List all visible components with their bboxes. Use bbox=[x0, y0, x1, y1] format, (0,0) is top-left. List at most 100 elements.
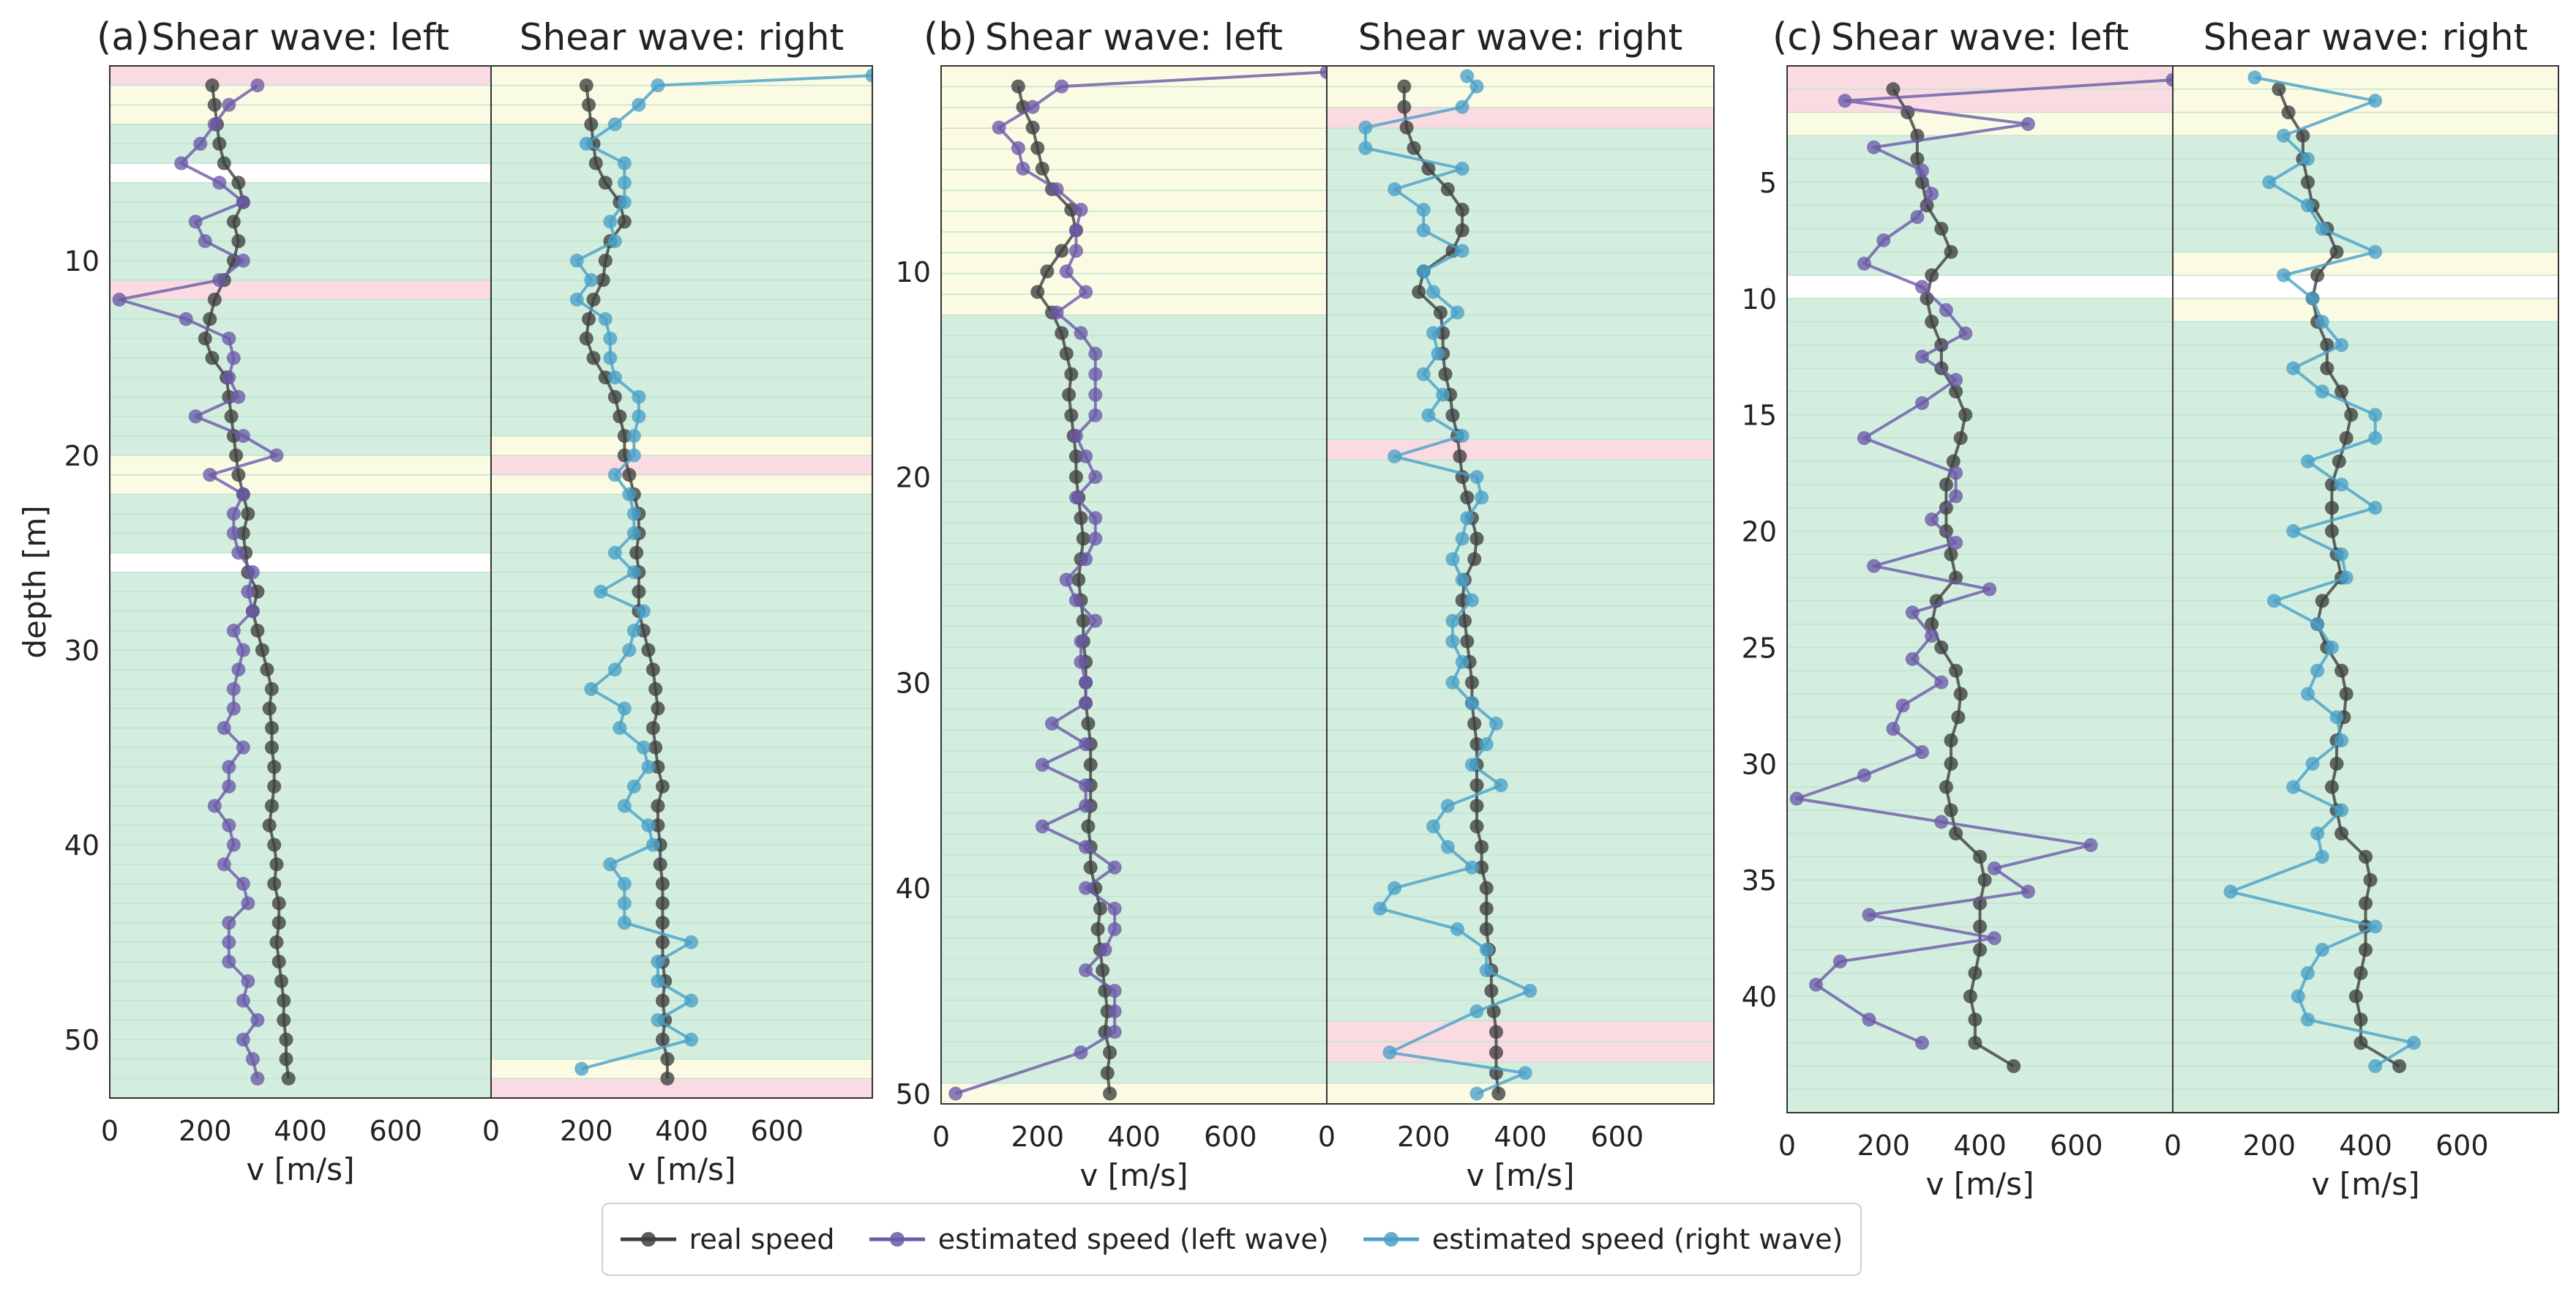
data-point-right bbox=[1479, 942, 1494, 957]
data-point-right bbox=[2315, 221, 2329, 236]
data-point-right bbox=[2286, 524, 2301, 539]
data-point-right bbox=[1436, 387, 1450, 402]
data-point-left bbox=[250, 78, 265, 93]
data-point-real bbox=[651, 818, 665, 833]
data-point-left bbox=[1079, 695, 1093, 710]
data-point-right bbox=[1445, 613, 1460, 628]
data-point-left bbox=[1035, 758, 1049, 772]
depth-band bbox=[941, 730, 1327, 752]
depth-band bbox=[1787, 391, 2173, 416]
depth-band bbox=[110, 942, 491, 963]
x-tick-label: 600 bbox=[2050, 1129, 2103, 1162]
depth-band bbox=[941, 1083, 1327, 1105]
depth-band bbox=[1787, 66, 2173, 90]
data-point-real bbox=[264, 721, 279, 736]
data-point-left bbox=[1088, 346, 1103, 361]
data-point-left bbox=[1074, 634, 1088, 649]
depth-band bbox=[491, 572, 872, 592]
depth-band bbox=[110, 884, 491, 904]
subplot-right: 0 200 400 600 v [m/s] Shear wave: right bbox=[2164, 16, 2559, 1202]
data-point-left bbox=[992, 120, 1006, 135]
data-point-real bbox=[207, 292, 222, 307]
data-point-left bbox=[222, 935, 236, 949]
depth-band bbox=[1327, 938, 1714, 959]
data-point-left bbox=[1987, 861, 2002, 875]
data-point-right bbox=[617, 156, 632, 171]
depth-band bbox=[1327, 169, 1714, 191]
data-point-real bbox=[648, 682, 663, 696]
data-point-right bbox=[594, 584, 608, 599]
data-point-right bbox=[626, 624, 641, 638]
data-point-real bbox=[1093, 901, 1107, 916]
data-point-right bbox=[651, 955, 665, 969]
data-point-left bbox=[1910, 210, 1925, 225]
depth-band bbox=[941, 86, 1327, 108]
depth-band bbox=[491, 650, 872, 671]
data-point-left bbox=[222, 760, 236, 774]
data-point-real bbox=[1968, 1036, 1982, 1050]
legend-item-left: estimated speed (left wave) bbox=[869, 1223, 1329, 1255]
data-point-right bbox=[607, 545, 622, 560]
data-point-right bbox=[1431, 346, 1445, 361]
data-point-left bbox=[226, 701, 241, 716]
data-point-left bbox=[1886, 722, 1901, 736]
depth-band bbox=[1787, 252, 2173, 276]
data-point-right bbox=[2368, 1058, 2383, 1073]
data-point-real bbox=[651, 799, 665, 813]
data-point-right bbox=[651, 1013, 665, 1028]
x-tick-label: 600 bbox=[369, 1115, 422, 1147]
data-point-real bbox=[2392, 1058, 2407, 1073]
depth-band bbox=[1327, 543, 1714, 565]
depth-band bbox=[1787, 438, 2173, 462]
data-point-real bbox=[229, 448, 244, 463]
data-point-right bbox=[684, 993, 699, 1008]
data-point-right bbox=[1416, 203, 1431, 217]
data-point-real bbox=[231, 234, 246, 248]
data-point-right bbox=[2310, 663, 2325, 678]
depth-band bbox=[1327, 522, 1714, 544]
depth-band bbox=[491, 1058, 872, 1079]
data-point-real bbox=[2359, 849, 2373, 864]
data-point-left bbox=[236, 253, 250, 268]
data-point-real bbox=[1475, 840, 1489, 854]
data-point-left bbox=[1867, 559, 1882, 573]
data-point-right bbox=[2300, 687, 2315, 701]
data-point-left bbox=[226, 507, 241, 521]
data-point-real bbox=[579, 331, 594, 346]
depth-band bbox=[2173, 159, 2558, 183]
data-point-right bbox=[2368, 408, 2383, 422]
depth-band bbox=[110, 299, 491, 320]
legend: real speed estimated speed (left wave) e… bbox=[602, 1203, 1862, 1276]
data-point-real bbox=[1030, 141, 1045, 155]
data-point-left bbox=[1949, 489, 1963, 504]
depth-band bbox=[2173, 810, 2558, 834]
data-point-right bbox=[651, 78, 665, 93]
depth-band bbox=[1327, 688, 1714, 710]
data-point-left bbox=[1905, 651, 1920, 666]
depth-band bbox=[941, 460, 1327, 482]
depth-band bbox=[941, 834, 1327, 856]
data-point-real bbox=[613, 409, 627, 424]
data-point-right bbox=[2315, 315, 2329, 329]
data-point-real bbox=[2332, 454, 2346, 468]
x-tick-label: 0 bbox=[1778, 1129, 1796, 1162]
data-point-real bbox=[1055, 326, 1069, 340]
depth-band bbox=[110, 1020, 491, 1040]
depth-band bbox=[491, 436, 872, 456]
data-point-real bbox=[224, 409, 239, 424]
depth-band bbox=[1787, 228, 2173, 253]
depth-band bbox=[110, 864, 491, 884]
depth-band bbox=[1787, 694, 2173, 718]
depth-band bbox=[1787, 507, 2173, 532]
data-point-right bbox=[865, 68, 872, 83]
data-point-real bbox=[2315, 594, 2329, 608]
depth-band bbox=[941, 149, 1327, 171]
y-tick-label: 50 bbox=[896, 1078, 931, 1110]
y-tick-label: 10 bbox=[1742, 283, 1777, 315]
depth-band bbox=[110, 805, 491, 826]
data-point-left bbox=[236, 876, 250, 891]
data-point-left bbox=[1809, 977, 1824, 992]
data-point-real bbox=[260, 662, 274, 677]
depth-band bbox=[1787, 624, 2173, 648]
